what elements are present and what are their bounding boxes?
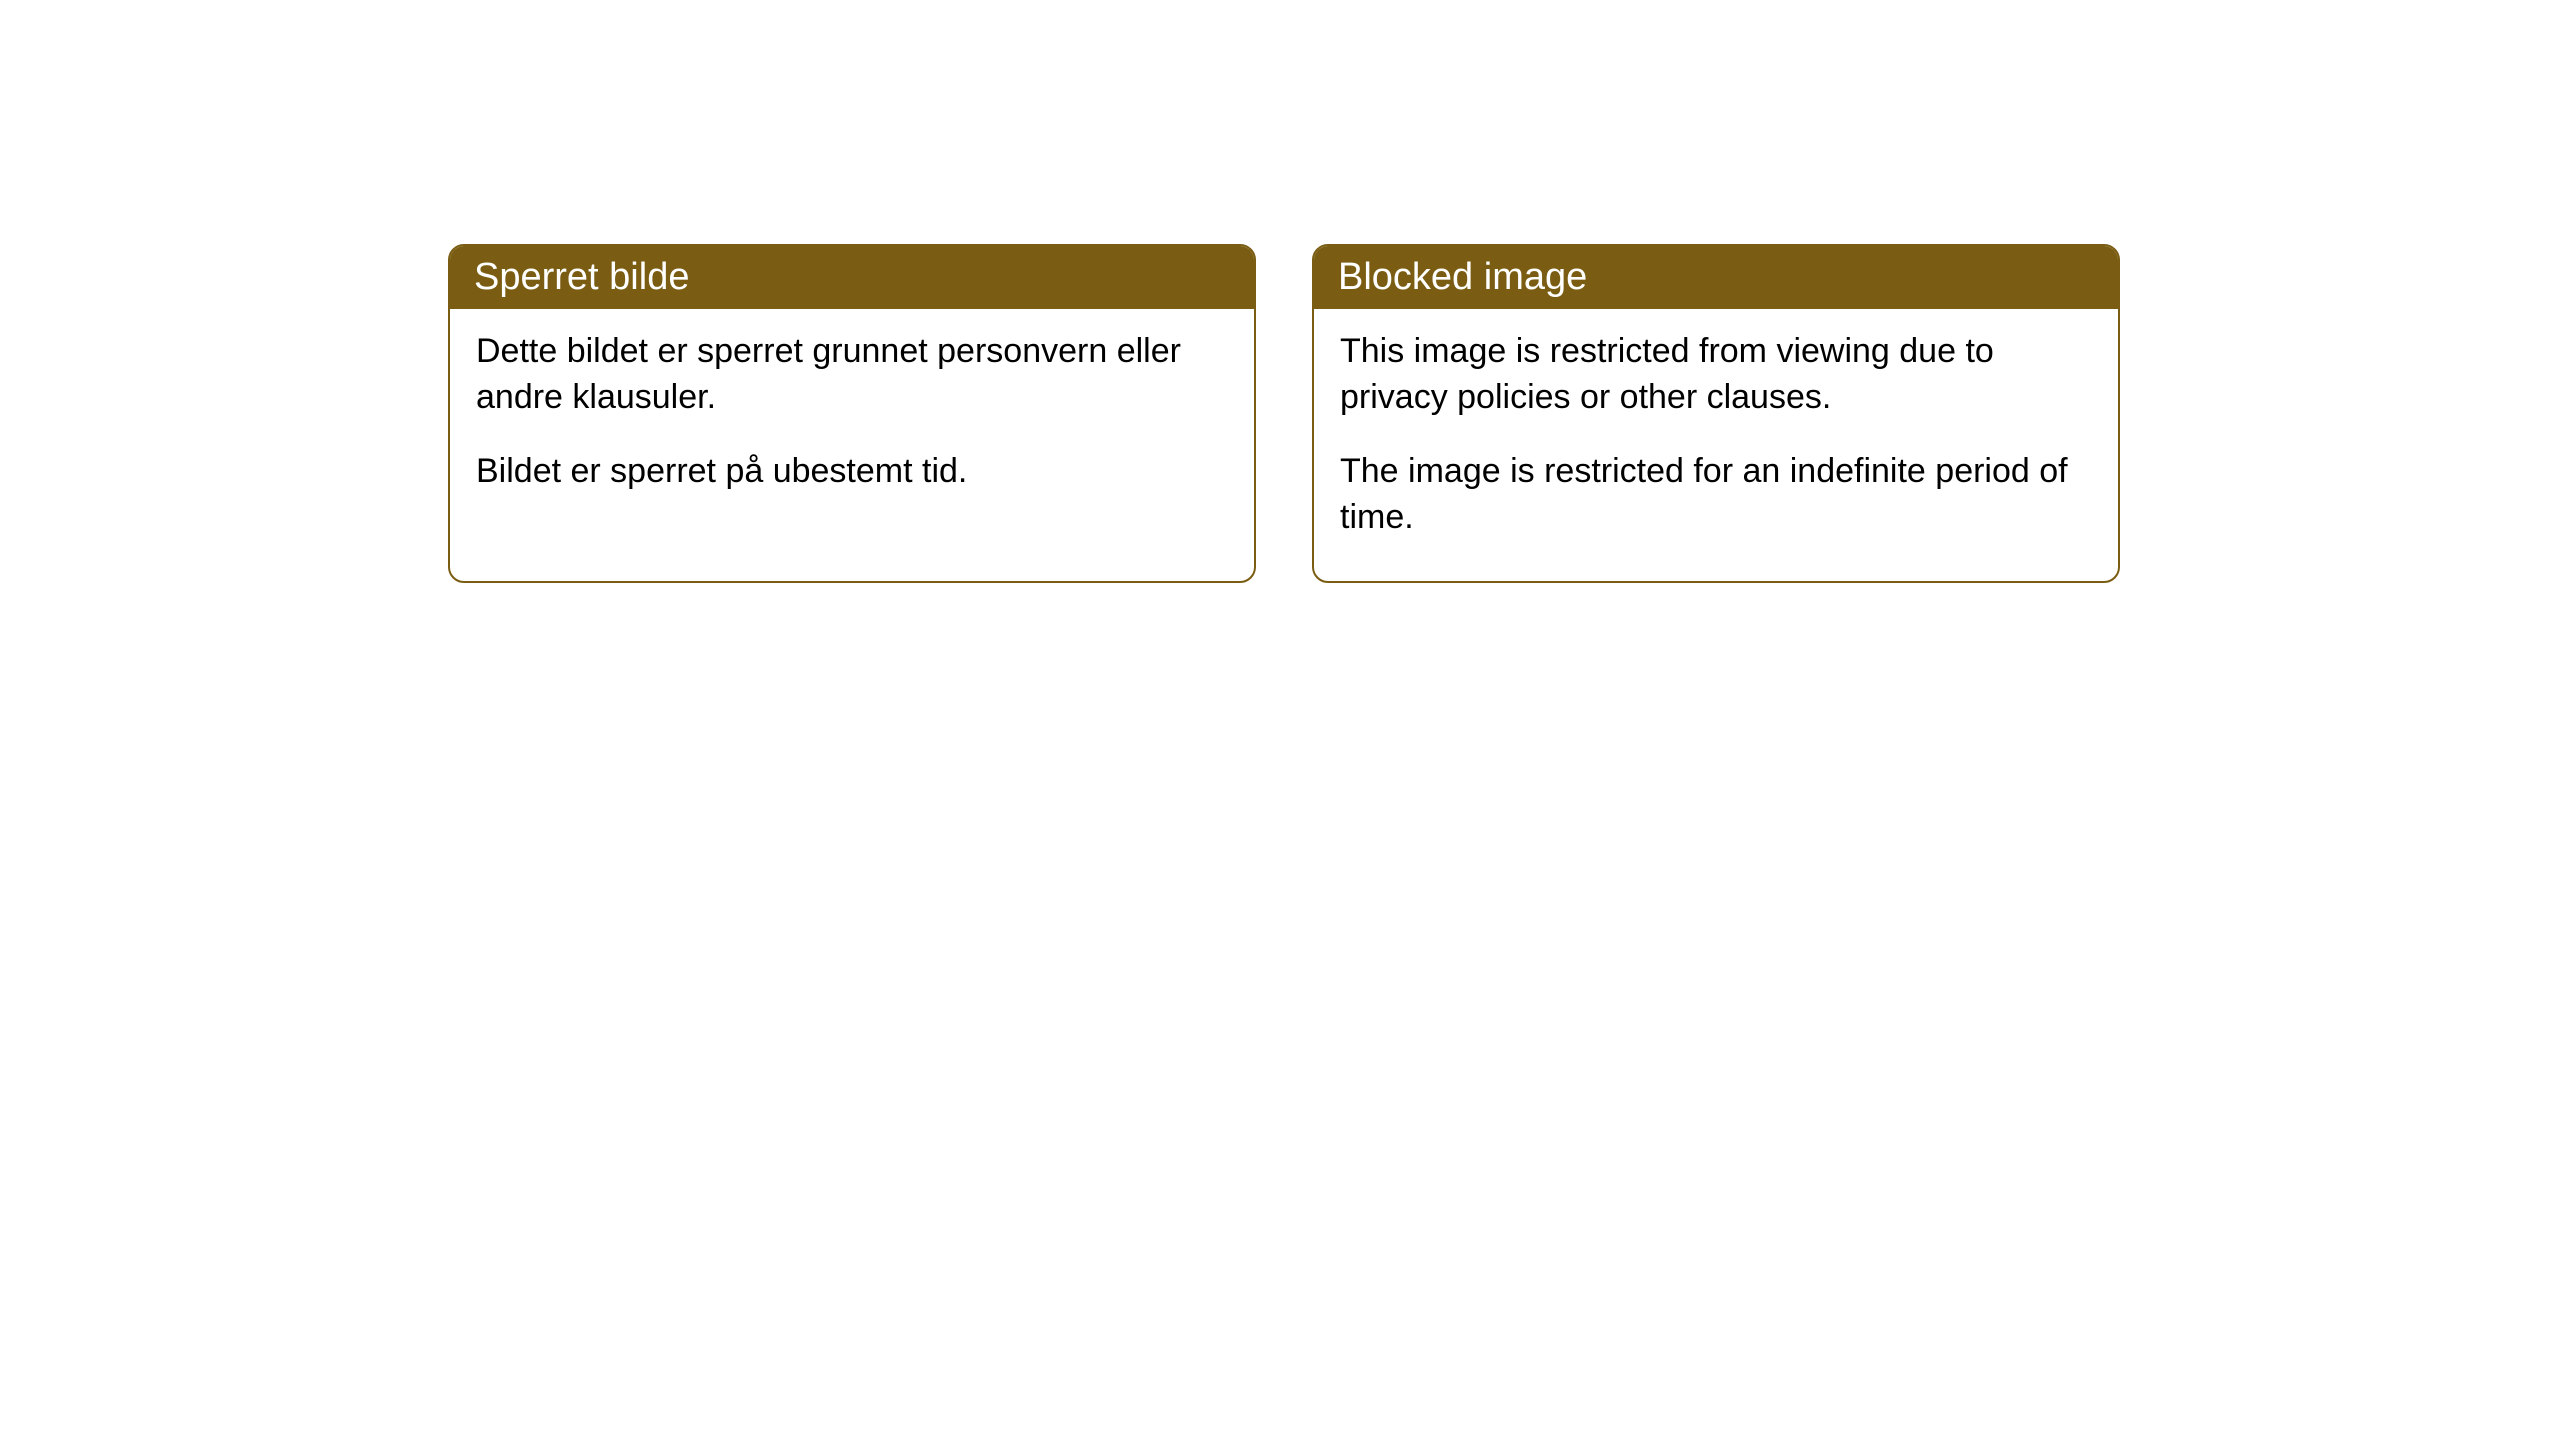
card-paragraph-en-1: This image is restricted from viewing du… xyxy=(1340,329,2092,421)
blocked-image-card-en: Blocked image This image is restricted f… xyxy=(1312,244,2120,583)
card-body-en: This image is restricted from viewing du… xyxy=(1314,309,2118,581)
card-title-no: Sperret bilde xyxy=(474,256,689,298)
card-paragraph-no-1: Dette bildet er sperret grunnet personve… xyxy=(476,329,1228,421)
card-paragraph-en-2: The image is restricted for an indefinit… xyxy=(1340,449,2092,541)
card-header-no: Sperret bilde xyxy=(450,246,1254,309)
cards-container: Sperret bilde Dette bildet er sperret gr… xyxy=(0,0,2560,583)
blocked-image-card-no: Sperret bilde Dette bildet er sperret gr… xyxy=(448,244,1256,583)
card-body-no: Dette bildet er sperret grunnet personve… xyxy=(450,309,1254,535)
card-title-en: Blocked image xyxy=(1338,256,1587,298)
card-paragraph-no-2: Bildet er sperret på ubestemt tid. xyxy=(476,449,1228,495)
card-header-en: Blocked image xyxy=(1314,246,2118,309)
